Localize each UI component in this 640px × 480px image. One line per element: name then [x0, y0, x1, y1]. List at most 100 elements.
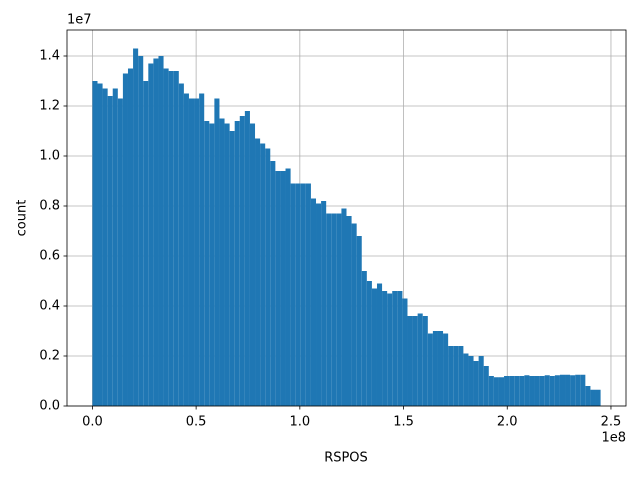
x-tick-label: 1.5 — [393, 415, 414, 430]
bar — [448, 346, 454, 406]
y-tick-label: 0.6 — [39, 249, 60, 264]
y-tick-label: 1.4 — [39, 49, 60, 64]
bar — [321, 201, 327, 406]
bar — [336, 213, 342, 406]
bar — [514, 376, 520, 406]
bar — [595, 389, 601, 406]
bar — [493, 377, 499, 406]
bar — [453, 346, 459, 406]
y-tick-label: 0.4 — [39, 299, 60, 314]
bar — [244, 111, 250, 406]
bar — [249, 123, 256, 406]
bar — [127, 68, 134, 406]
bar — [407, 316, 413, 406]
bar — [387, 293, 393, 406]
bar — [478, 356, 484, 406]
bar — [153, 58, 159, 406]
bar — [92, 81, 98, 406]
bar — [534, 376, 540, 406]
bar — [275, 171, 281, 406]
bar — [224, 123, 230, 406]
bar — [183, 93, 189, 406]
x-tick-label: 2.0 — [497, 415, 518, 430]
x-axis-label: RSPOS — [324, 451, 368, 466]
bar — [163, 68, 169, 406]
bar — [143, 81, 149, 406]
bar — [270, 161, 276, 406]
bar — [280, 171, 286, 406]
bar — [580, 374, 586, 406]
bar — [443, 333, 449, 406]
bar — [204, 121, 210, 406]
bar — [260, 143, 266, 406]
bar — [570, 375, 576, 406]
y-tick-label: 0.2 — [39, 349, 60, 364]
bar — [133, 48, 139, 406]
x-tick-label: 1.0 — [289, 415, 310, 430]
bar — [122, 73, 128, 406]
x-offset-label: 1e8 — [601, 431, 626, 446]
bar — [437, 331, 444, 406]
bar — [265, 148, 271, 406]
bar — [382, 291, 388, 406]
bar — [498, 377, 505, 406]
bar — [483, 366, 489, 406]
bar — [473, 361, 479, 406]
y-tick-label: 1.2 — [39, 99, 60, 114]
y-tick-label: 1.0 — [39, 149, 60, 164]
bar — [417, 313, 423, 406]
bar — [234, 121, 240, 406]
bar — [178, 83, 184, 406]
bar — [285, 168, 291, 406]
bar — [432, 331, 438, 406]
bar — [575, 374, 581, 406]
bar — [371, 288, 377, 406]
bar — [585, 386, 591, 406]
bar — [549, 376, 555, 406]
bar — [529, 376, 535, 406]
bar — [427, 333, 433, 406]
bar — [117, 98, 123, 406]
y-tick-label: 0.0 — [39, 399, 60, 414]
bar — [214, 98, 220, 406]
y-axis-label: count — [15, 200, 30, 237]
bar — [351, 223, 357, 406]
bar — [112, 88, 118, 406]
bar — [168, 71, 174, 406]
bar — [310, 198, 317, 406]
bar — [488, 376, 494, 406]
bar — [148, 63, 154, 406]
bar — [397, 291, 403, 406]
bar — [295, 183, 301, 406]
bar — [504, 376, 510, 406]
bar — [524, 375, 530, 406]
bar — [188, 98, 195, 406]
bar — [539, 376, 545, 406]
bar — [361, 271, 367, 406]
bar — [173, 71, 179, 406]
bar — [509, 376, 515, 406]
bar — [346, 216, 352, 406]
bar — [331, 213, 337, 406]
x-tick-label: 2.5 — [601, 415, 622, 430]
bar — [366, 281, 372, 406]
bar — [559, 374, 566, 406]
bar — [138, 56, 144, 406]
x-tick-label: 0.5 — [186, 415, 207, 430]
bar — [219, 118, 225, 406]
bar — [565, 374, 571, 406]
bar — [97, 83, 103, 406]
bar — [392, 291, 398, 406]
bar — [102, 88, 108, 406]
bar — [316, 203, 322, 406]
bar — [194, 98, 200, 406]
bar — [519, 376, 525, 406]
bar — [376, 283, 383, 406]
bar — [239, 116, 245, 406]
bar — [412, 316, 418, 406]
bar — [209, 123, 215, 406]
bar — [300, 183, 306, 406]
bar — [463, 353, 469, 406]
bar — [544, 375, 550, 406]
